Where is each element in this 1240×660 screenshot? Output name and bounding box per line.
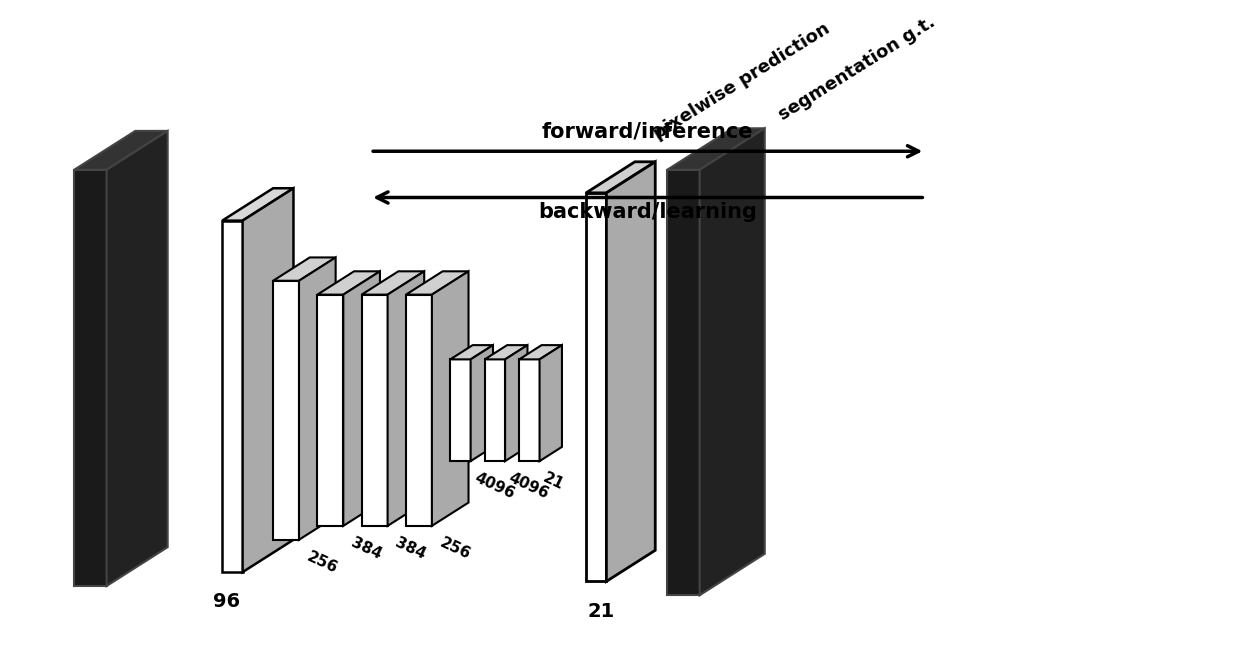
Text: 256: 256 — [304, 549, 340, 576]
Polygon shape — [362, 271, 424, 294]
Text: pixelwise prediction: pixelwise prediction — [651, 20, 833, 143]
Polygon shape — [405, 271, 469, 294]
Polygon shape — [74, 170, 107, 586]
Text: 4096: 4096 — [506, 471, 551, 502]
Polygon shape — [243, 188, 294, 572]
Text: 384: 384 — [393, 535, 428, 562]
Polygon shape — [539, 345, 562, 461]
Polygon shape — [222, 220, 243, 572]
Polygon shape — [74, 131, 167, 170]
Polygon shape — [222, 188, 294, 220]
Polygon shape — [520, 345, 562, 360]
Polygon shape — [450, 360, 471, 461]
Polygon shape — [485, 345, 527, 360]
Polygon shape — [606, 162, 655, 581]
Text: 256: 256 — [438, 535, 472, 562]
Polygon shape — [405, 294, 432, 526]
Text: 4096: 4096 — [471, 471, 517, 502]
Polygon shape — [667, 128, 765, 170]
Polygon shape — [273, 280, 299, 540]
Text: 96: 96 — [213, 593, 241, 611]
Polygon shape — [505, 345, 527, 461]
Polygon shape — [317, 294, 343, 526]
Polygon shape — [299, 257, 336, 540]
Text: 21: 21 — [588, 602, 615, 620]
Polygon shape — [587, 162, 655, 193]
Polygon shape — [362, 294, 388, 526]
Polygon shape — [107, 131, 167, 586]
Polygon shape — [471, 345, 494, 461]
Text: forward/inference: forward/inference — [542, 122, 754, 142]
Polygon shape — [317, 271, 379, 294]
Polygon shape — [343, 271, 379, 526]
Text: 21: 21 — [541, 471, 567, 493]
Polygon shape — [667, 170, 699, 595]
Text: segmentation g.t.: segmentation g.t. — [776, 13, 939, 123]
Polygon shape — [520, 360, 539, 461]
Polygon shape — [388, 271, 424, 526]
Polygon shape — [699, 128, 765, 595]
Polygon shape — [450, 345, 494, 360]
Polygon shape — [587, 193, 606, 581]
Polygon shape — [432, 271, 469, 526]
Polygon shape — [273, 257, 336, 280]
Text: backward/learning: backward/learning — [538, 202, 758, 222]
Text: 384: 384 — [348, 535, 384, 562]
Polygon shape — [485, 360, 505, 461]
